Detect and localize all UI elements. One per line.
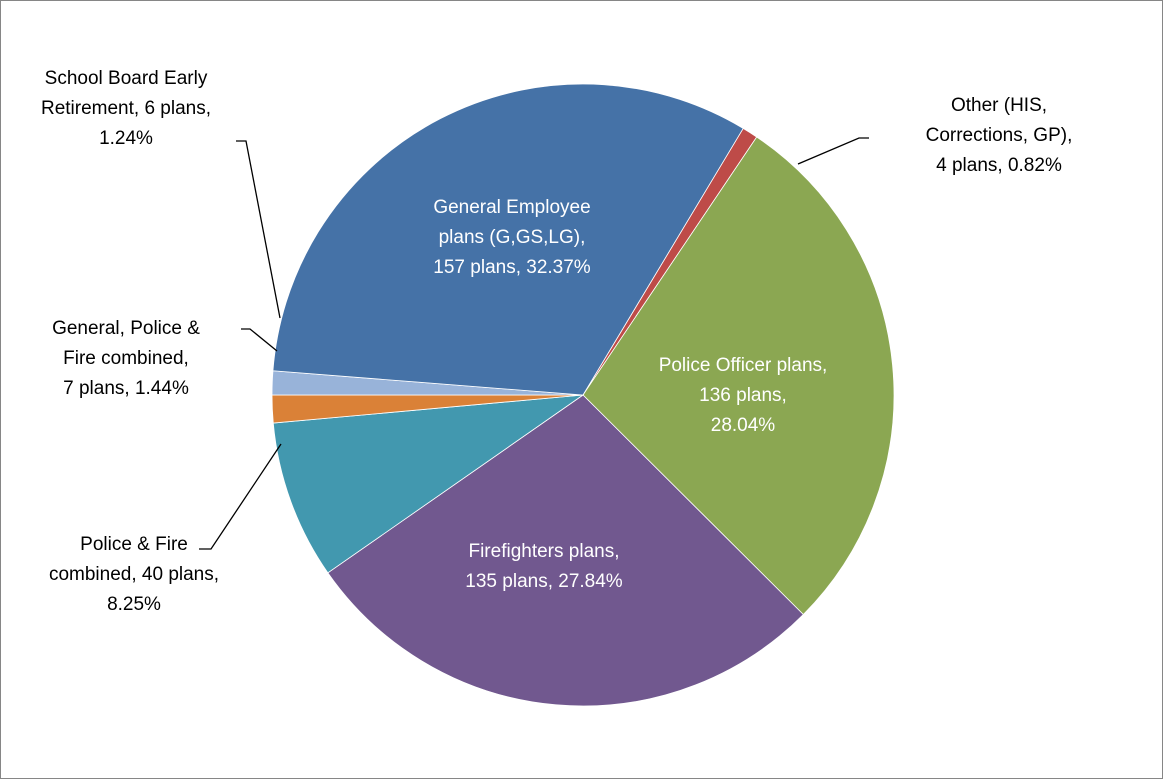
slice-label-general-employee: General Employee plans (G,GS,LG), 157 plan… (433, 197, 591, 278)
pie-slice-firefighters (327, 394, 804, 707)
leader-line-other (797, 137, 869, 165)
slice-label-general-police-fire: General, Police & Fire combined, 7 plans, … (52, 318, 200, 399)
slice-label-school-board: School Board Early Retirement, 6 plans, 1.… (41, 68, 211, 149)
slice-label-line: 135 plans, 27.84% (465, 571, 623, 592)
slice-label-police-fire: Police & Fire combined, 40 plans, 8.25% (49, 534, 219, 615)
slice-label-line: 136 plans, (699, 385, 787, 406)
leader-line-police-fire (199, 443, 282, 550)
pie-slice-police-officer (582, 136, 895, 616)
slice-label-line: 157 plans, 32.37% (433, 257, 591, 278)
pie-slice-general-employee (272, 83, 744, 396)
slice-label-line: combined, 40 plans, (49, 564, 219, 585)
slice-label-firefighters: Firefighters plans, 135 plans, 27.84% (465, 541, 623, 592)
slice-label-line: Police & Fire (80, 534, 188, 555)
slice-label-other: Other (HIS, Corrections, GP), 4 plans, 0.8… (926, 95, 1073, 176)
slice-label-line: Retirement, 6 plans, (41, 98, 211, 119)
slice-label-line: 28.04% (711, 415, 776, 436)
pie-slices (271, 83, 895, 707)
slice-label-line: Corrections, GP), (926, 125, 1073, 146)
leader-line-school-board (236, 140, 281, 319)
slice-label-line: Firefighters plans, (468, 541, 619, 562)
slice-label-line: 4 plans, 0.82% (936, 155, 1062, 176)
slice-label-line: General Employee (433, 197, 590, 218)
slice-label-police-officer: Police Officer plans, 136 plans, 28.04% (659, 355, 828, 436)
leader-lines (199, 137, 869, 550)
slice-label-line: School Board Early (45, 68, 208, 89)
leader-line-general-police-fire (241, 328, 278, 352)
slice-label-line: 8.25% (107, 594, 161, 615)
slice-label-line: plans (G,GS,LG), (439, 227, 586, 248)
pie-slice-police-fire (272, 394, 585, 574)
slice-label-line: 1.24% (99, 128, 153, 149)
slice-label-line: 7 plans, 1.44% (63, 378, 189, 399)
slice-label-line: Police Officer plans, (659, 355, 828, 376)
slice-label-line: General, Police & (52, 318, 200, 339)
slice-labels: Other (HIS, Corrections, GP), 4 plans, 0.8… (41, 68, 1072, 615)
slice-label-line: Fire combined, (63, 348, 189, 369)
slice-label-line: Other (HIS, (951, 95, 1047, 116)
